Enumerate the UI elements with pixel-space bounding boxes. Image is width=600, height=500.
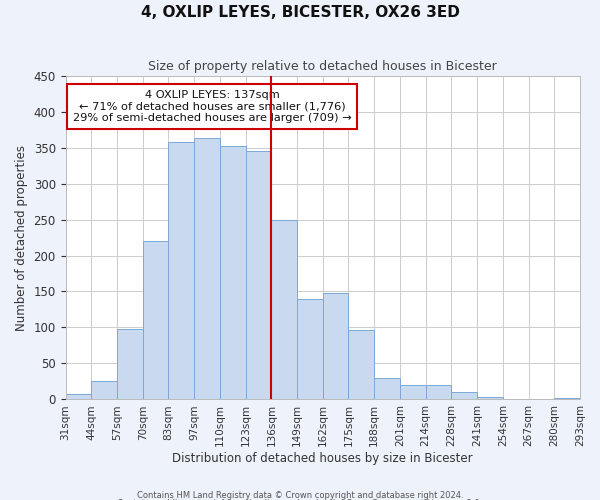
Bar	[194, 138, 220, 400]
Bar	[425, 385, 451, 400]
Bar	[374, 378, 400, 400]
Bar	[271, 220, 297, 400]
Bar	[477, 398, 503, 400]
Text: Contains HM Land Registry data © Crown copyright and database right 2024.: Contains HM Land Registry data © Crown c…	[137, 490, 463, 500]
Bar	[220, 146, 245, 400]
Y-axis label: Number of detached properties: Number of detached properties	[15, 144, 28, 330]
Bar	[143, 241, 169, 400]
Bar	[323, 293, 349, 400]
Bar	[451, 392, 477, 400]
Bar	[503, 398, 529, 400]
Bar	[65, 394, 91, 400]
Bar	[349, 330, 374, 400]
Title: Size of property relative to detached houses in Bicester: Size of property relative to detached ho…	[148, 60, 497, 73]
X-axis label: Distribution of detached houses by size in Bicester: Distribution of detached houses by size …	[172, 452, 473, 465]
Bar	[117, 329, 143, 400]
Bar	[554, 398, 580, 400]
Text: 4 OXLIP LEYES: 137sqm
← 71% of detached houses are smaller (1,776)
29% of semi-d: 4 OXLIP LEYES: 137sqm ← 71% of detached …	[73, 90, 352, 124]
Bar	[169, 142, 194, 400]
Text: 4, OXLIP LEYES, BICESTER, OX26 3ED: 4, OXLIP LEYES, BICESTER, OX26 3ED	[140, 5, 460, 20]
Bar	[245, 151, 271, 400]
Bar	[297, 298, 323, 400]
Bar	[400, 385, 425, 400]
Bar	[91, 382, 117, 400]
